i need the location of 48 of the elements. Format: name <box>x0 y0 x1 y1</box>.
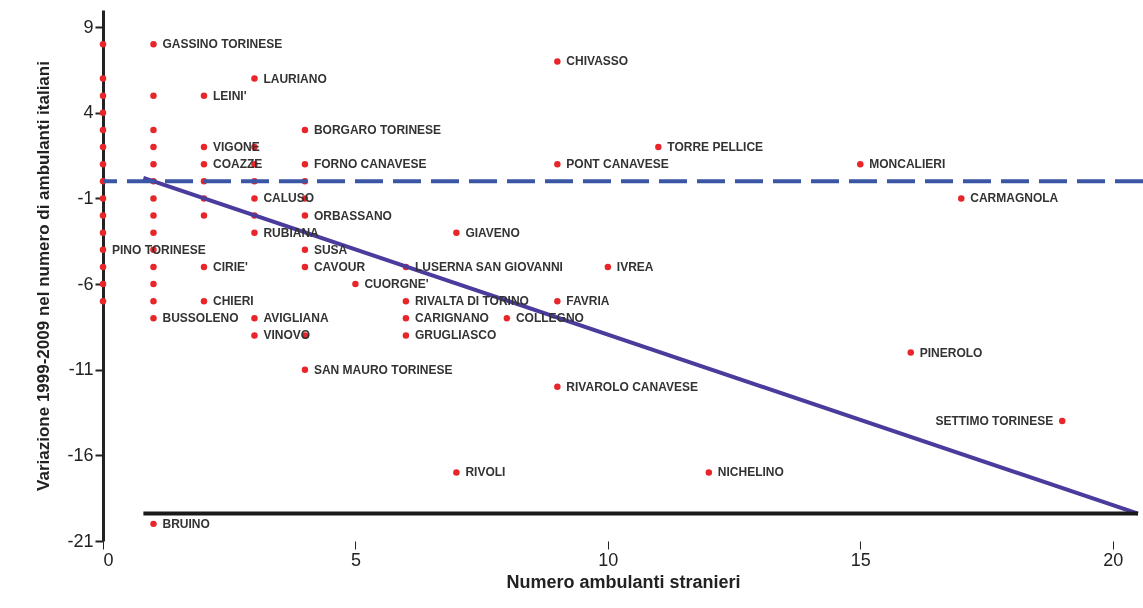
annotation: CIRIE' <box>212 259 248 274</box>
annotation: LUSERNA SAN GIOVANNI <box>414 259 563 274</box>
annotation: FAVRIA <box>566 294 610 309</box>
annotation: ORBASSANO <box>313 208 392 223</box>
annotation: PINEROLO <box>919 345 983 360</box>
y-axis-title: Variazione 1999-2009 nel numero di ambulanti italiani <box>34 61 54 491</box>
annotation: TORRE PELLICE <box>667 140 764 155</box>
annotation: MONCALIERI <box>869 157 946 172</box>
y-tick-label: -16 <box>67 444 94 465</box>
annotation: PINO TORINESE <box>112 242 206 257</box>
y-tick-label: -11 <box>68 359 94 380</box>
annotation: CUORGNE' <box>364 277 429 292</box>
x-tick-label: 15 <box>850 549 871 570</box>
y-tick-label: -21 <box>67 530 94 551</box>
annotation: CARIGNANO <box>414 311 489 326</box>
annotation: IVREA <box>616 259 654 274</box>
annotation: RIVAROLO CANAVESE <box>566 379 698 394</box>
annotation: LAURIANO <box>263 71 327 86</box>
annotation: NICHELINO <box>717 465 784 480</box>
y-tick-label: 9 <box>83 16 94 37</box>
annotation: BORGARO TORINESE <box>313 122 442 137</box>
y-tick-label: -6 <box>77 273 94 294</box>
annotation: CARMAGNOLA <box>970 191 1059 206</box>
annotation: CHIVASSO <box>566 54 629 69</box>
annotation: BRUINO <box>162 516 210 531</box>
annotation: SETTIMO TORINESE <box>935 414 1054 429</box>
annotation: BUSSOLENO <box>162 311 239 326</box>
annotation: GRUGLIASCO <box>414 328 497 343</box>
annotation: LEINI' <box>212 88 247 103</box>
annotation: RIVOLI <box>465 465 506 480</box>
annotation: CHIERI <box>212 294 254 309</box>
annotation: GASSINO TORINESE <box>162 37 283 52</box>
annotation: VIGONE <box>212 140 260 155</box>
annotation: FORNO CANAVESE <box>313 157 427 172</box>
x-tick-label: 5 <box>350 549 361 570</box>
annotation: PONT CANAVESE <box>566 157 669 172</box>
x-tick-label: 20 <box>1103 549 1124 570</box>
annotation: SAN MAURO TORINESE <box>313 362 453 377</box>
x-tick-label: 0 <box>103 549 114 570</box>
y-tick-label: -1 <box>77 187 94 208</box>
annotation: COAZZE <box>212 157 263 172</box>
x-tick-label: 10 <box>598 549 619 570</box>
annotation: SUSA <box>313 242 348 257</box>
y-tick-label: 4 <box>83 102 94 123</box>
annotation: GIAVENO <box>465 225 520 240</box>
annotation: AVIGLIANA <box>263 311 329 326</box>
x-axis-title: Numero ambulanti stranieri <box>506 571 741 592</box>
annotation: CAVOUR <box>313 259 366 274</box>
